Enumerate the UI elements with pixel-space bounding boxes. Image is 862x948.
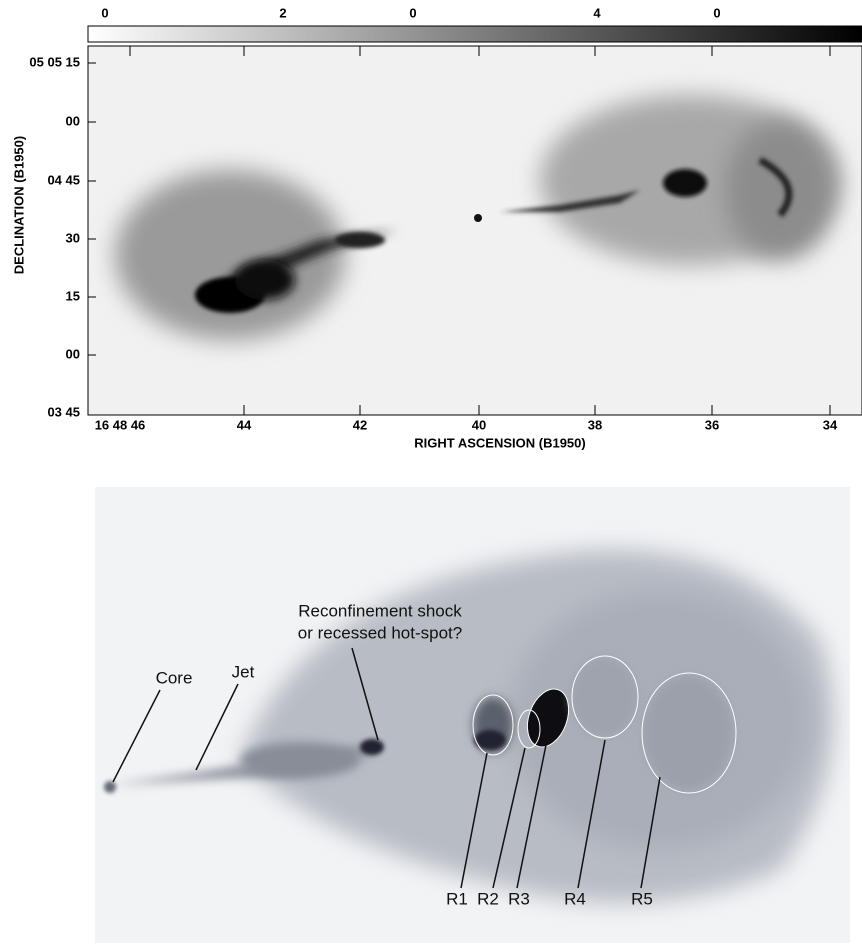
x-tick-label: 36 xyxy=(705,417,719,432)
colorbar-label: 2 xyxy=(279,5,286,20)
y-tick-label: 15 xyxy=(66,288,80,303)
colorbar: 0 2 0 4 0 xyxy=(87,5,862,43)
colorbar-label: 0 xyxy=(713,5,720,20)
x-tick-label: 34 xyxy=(823,417,838,432)
colorbar-label: 0 xyxy=(409,5,416,20)
x-tick-label: 16 48 46 xyxy=(95,417,146,432)
y-axis-title: DECLINATION (B1950) xyxy=(11,136,26,274)
region-label: R3 xyxy=(508,889,530,908)
colorbar-label: 0 xyxy=(101,5,108,20)
colorbar-label: 4 xyxy=(593,5,601,20)
region-label: R4 xyxy=(564,889,586,908)
y-tick-label: 03 45 xyxy=(47,404,80,419)
y-tick-label: 05 05 15 xyxy=(29,54,80,69)
region-ellipses xyxy=(472,655,737,794)
annotation-lines xyxy=(112,647,661,889)
region-label: R2 xyxy=(477,889,499,908)
annotation: or recessed hot-spot? xyxy=(298,623,462,642)
x-tick-label: 40 xyxy=(472,417,486,432)
y-tick-label: 30 xyxy=(66,230,80,245)
radio-image-top xyxy=(88,46,862,415)
annotation: Jet xyxy=(232,662,255,681)
y-axis: 05 05 15 00 04 45 30 15 00 03 45 DECLINA… xyxy=(11,54,96,419)
region-label: R5 xyxy=(631,889,653,908)
x-axis: 16 48 46 44 42 40 38 36 34 RIGHT ASCENSI… xyxy=(95,46,838,450)
annotations: Reconfinement shock or recessed hot-spot… xyxy=(156,601,653,908)
y-tick-label: 00 xyxy=(66,113,80,128)
x-axis-title: RIGHT ASCENSION (B1950) xyxy=(414,435,585,450)
x-tick-label: 44 xyxy=(237,417,252,432)
annotation: Core xyxy=(156,668,193,687)
y-tick-label: 00 xyxy=(66,346,80,361)
annotation: Reconfinement shock xyxy=(298,601,462,620)
x-tick-label: 42 xyxy=(353,417,367,432)
region-label: R1 xyxy=(446,889,468,908)
plot-frame xyxy=(87,45,862,416)
radio-image-bottom xyxy=(95,487,850,943)
y-tick-label: 04 45 xyxy=(47,172,80,187)
x-tick-label: 38 xyxy=(588,417,602,432)
